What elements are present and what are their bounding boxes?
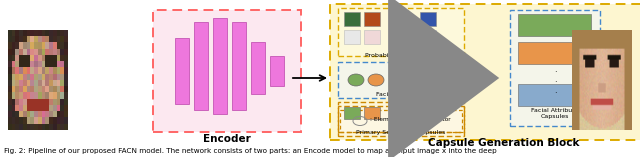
Bar [344,12,360,26]
Text: Encoder: Encoder [203,134,251,144]
Text: ...: ... [396,30,404,39]
Bar [410,116,426,125]
Bar [338,106,464,132]
Bar [420,12,436,26]
Bar [338,62,464,98]
Text: ...: ... [396,16,404,25]
Bar [330,4,640,140]
Ellipse shape [424,74,440,86]
Bar [338,102,464,136]
Bar [338,8,464,56]
Text: Capsule Generation Block: Capsule Generation Block [428,138,580,148]
Ellipse shape [368,74,384,86]
Bar [344,30,360,44]
Ellipse shape [348,74,364,86]
Bar [330,4,640,140]
Text: Probability Distribution: Probability Distribution [365,53,437,58]
Bar [340,110,462,132]
Bar [364,30,380,44]
Text: Facial Attribute
Capsules: Facial Attribute Capsules [531,108,579,119]
Bar [153,10,301,132]
Bar [194,22,208,110]
Text: ·
·
·: · · · [554,68,556,98]
Text: Facial Attributes: Facial Attributes [376,92,426,97]
Bar [344,107,360,119]
Bar [510,10,600,126]
Text: Primary Semantics Capsules: Primary Semantics Capsules [356,130,445,135]
Bar [510,10,600,126]
Bar [518,42,591,64]
Text: : Element: : Element [370,117,398,122]
Bar [153,10,301,132]
Bar [232,22,246,110]
Bar [340,110,462,132]
Bar [338,8,464,56]
Bar [420,30,436,44]
Bar [364,107,380,119]
Bar [420,107,436,119]
Bar [213,18,227,114]
Bar [364,12,380,26]
Text: : Vector: : Vector [428,117,451,122]
Text: Fig. 2: Pipeline of our proposed FACN model. The network consists of two parts: : Fig. 2: Pipeline of our proposed FACN mo… [4,148,497,154]
Bar [175,38,189,104]
Bar [338,62,464,98]
Text: ...: ... [402,68,410,77]
Bar [251,42,265,94]
Bar [338,102,464,136]
Bar [270,56,284,86]
Bar [518,14,591,36]
Text: ...: ... [396,108,404,117]
Bar [518,84,591,106]
